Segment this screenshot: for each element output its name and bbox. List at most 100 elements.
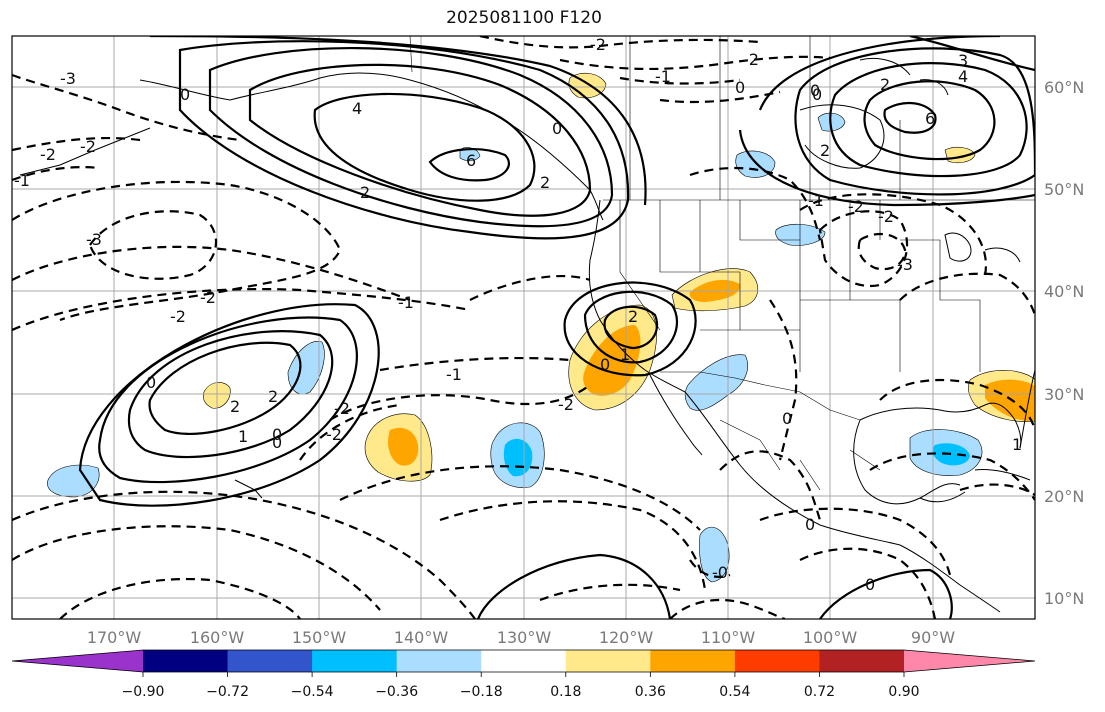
contour-label: 0 [272,433,282,452]
contour-label: 2 [268,387,278,406]
colorbar-tick-label: −0.90 [122,684,165,700]
contour-label: 1 [238,427,248,446]
contour-label: -2 [848,197,864,216]
dashed-neg2-mid [469,274,591,301]
central-america [899,544,1001,613]
aleutian-low-2a [248,63,592,217]
contour-label: -2 [326,425,342,444]
east-coast [1019,369,1035,449]
contour-label: -2 [170,307,186,326]
lat-label: 50°N [1044,180,1084,199]
contour-label: -2 [80,137,96,156]
contour-label: -2 [590,35,606,54]
contour-label: 0 [782,409,792,428]
anomaly-blue-hudson [817,112,846,132]
gulf-coast [859,404,986,421]
lon-label: 130°W [497,628,552,647]
dashed-neg1-gulf-b [869,452,1035,501]
anomaly-cyan-gulf [932,443,970,466]
colorbar-segment [650,650,736,672]
contour-label: 0 [600,355,610,374]
bc-coast [589,199,601,261]
dashed-neg1-mid [379,356,571,372]
colorbar-segment [481,650,567,672]
dashed-neg3-north [12,73,241,142]
colorbar-tick-label: −0.18 [460,684,503,700]
dashed-neg2-midwest [799,193,987,276]
dashed-neg2-south-a [329,384,591,421]
sw-low-0 [583,290,678,364]
lat-label: 20°N [1044,487,1084,506]
contour-label: -1 [446,365,462,384]
aleutian-low-4 [313,92,536,202]
anomaly-orange-140w [388,427,419,466]
colorbar: −0.90 −0.72 −0.54 −0.36 −0.18 0.18 0.36 0.54 0.7… [11,649,1036,700]
dashed-0-mexico [719,450,822,521]
lat-label: 10°N [1044,589,1084,608]
colorbar-segment [312,650,398,672]
colorbar-tick-label: 0.72 [804,684,835,700]
contour-label: 0 [805,515,815,534]
contour-label: 6 [466,151,476,170]
colorbar-segment [227,650,313,672]
south-solid-2 [819,568,953,619]
dashed-110w-south-2 [669,598,786,619]
canada-islands [859,57,949,96]
dashed-neg1-north [12,166,101,182]
hudson-low-outer [738,36,1035,207]
lat-label: 40°N [1044,282,1084,301]
dashed-neg1-pacific [12,287,471,332]
contour-label: -1 [14,171,30,190]
contour-label: 0 [552,119,562,138]
aleutian-low-0a [178,40,630,240]
aleutian-low-2b [208,47,614,228]
mexico-states [719,419,881,491]
hudson-bay [799,104,885,169]
contour-label: 0 [180,85,190,104]
contour-label: 2 [628,307,638,326]
contour-label: 2 [540,173,550,192]
yucatan [919,491,966,503]
dashed-south-ring-3 [59,577,301,619]
contour-label: -2 [743,50,759,69]
contour-label: -1 [655,67,671,86]
contour-label: 2 [820,141,830,160]
contour-label: 0 [146,373,156,392]
hudson-low-2 [829,62,1028,178]
contour-label: 1 [620,345,630,364]
mexico-west-coast [684,391,901,546]
dashed-0-canada [659,90,781,104]
hawaii-low-1 [127,330,334,459]
latitude-labels: 60°N 50°N 40°N 30°N 20°N 10°N [1044,78,1084,608]
contour-label: -2 [334,399,350,418]
great-lakes-2 [984,247,1021,263]
dashed-central-tropics-2 [439,500,707,591]
hawaii [234,479,263,499]
contour-label: -1 [398,293,414,312]
contour-label: -2 [558,395,574,414]
lat-label: 60°N [1044,78,1084,97]
anomaly-blue-110w-south [699,526,730,583]
contour-label: -3 [897,255,913,274]
florida [984,402,1022,449]
south-solid-1 [476,553,672,619]
lon-label: 100°W [803,628,858,647]
contour-label: 1 [1012,435,1022,454]
colorbar-extend-high [904,650,1035,672]
aleutian-low-0b [149,36,647,206]
dashed-neg2-east [899,272,1035,316]
lon-label: 160°W [190,628,245,647]
colorbar-tick-label: 0.36 [635,684,666,700]
contour-labels: 4 6 2 0 0 0 2 3 4 6 2 0 2 2 0 1 0 2 2 1 … [14,35,1022,594]
colorbar-tick-label: 0.18 [550,684,581,700]
dashed-central-tropics [339,465,701,531]
hawaii-low-2 [148,341,302,436]
aleutians [19,127,151,176]
solid-contours [78,36,1035,619]
us-mexico-border [660,371,861,421]
lon-label: 120°W [599,628,654,647]
canada-provinces [629,36,901,200]
coastlines [19,57,1035,613]
contour-label: 0 [865,575,875,594]
dashed-neg1-gulf [879,378,1035,431]
